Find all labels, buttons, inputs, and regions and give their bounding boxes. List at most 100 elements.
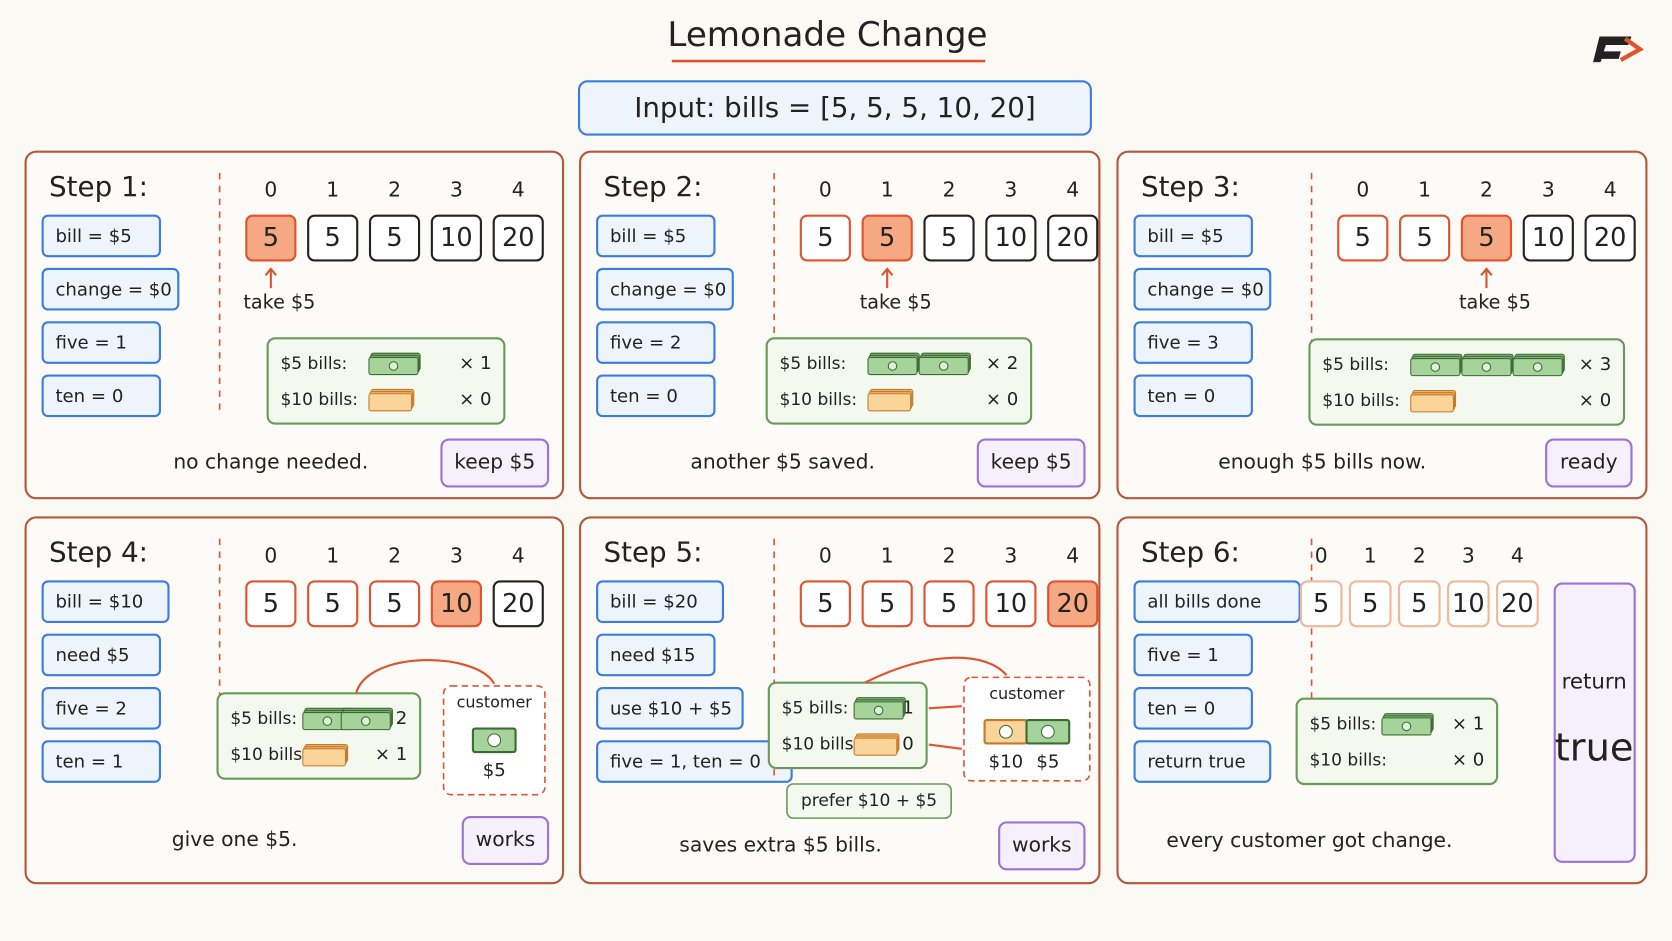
variable-text: bill = $20 <box>610 592 698 613</box>
ten-bill-icon <box>368 393 413 412</box>
customer-bill: $5 <box>1036 752 1059 773</box>
variable-box <box>41 321 162 364</box>
variable-box <box>1133 374 1253 418</box>
index-label: 3 <box>450 178 463 202</box>
pointer-text: take $5 <box>860 291 932 314</box>
variable-box <box>41 686 162 730</box>
customer-bill: $5 <box>483 760 506 781</box>
five-bill-seal <box>938 361 949 371</box>
title: Lemonade Change <box>667 15 987 55</box>
index-label: 2 <box>388 543 401 567</box>
ten-bill-icon <box>867 393 912 412</box>
five-bill-seal <box>322 716 333 726</box>
prefer-box <box>786 783 952 819</box>
variable-text: change = $0 <box>55 279 171 300</box>
counts-box <box>767 681 928 770</box>
bill-seal <box>1040 724 1055 739</box>
index-label: 4 <box>1604 178 1617 202</box>
status-badge <box>461 815 550 866</box>
variable-box <box>596 214 716 258</box>
array-value: 5 <box>941 223 957 253</box>
step-note: give one $5. <box>172 827 298 851</box>
variable-text: ten = 1 <box>55 752 123 773</box>
result-value: true <box>1555 725 1634 770</box>
index-label: 3 <box>450 543 463 567</box>
customer-label: customer <box>989 684 1065 703</box>
array-cell <box>923 214 975 262</box>
prefer-text: prefer $10 + $5 <box>801 791 937 811</box>
bill-seal <box>998 724 1013 739</box>
index-label: 3 <box>1462 543 1475 567</box>
array-value: 5 <box>263 589 279 619</box>
variable-text: bill = $5 <box>55 226 131 247</box>
array-cell <box>1584 214 1636 262</box>
give-arrow <box>355 659 496 694</box>
array-cell <box>1047 214 1099 262</box>
index-label: 1 <box>881 543 894 567</box>
input-box <box>577 80 1092 136</box>
counts-value: × 0 <box>1452 750 1484 771</box>
status-text: keep $5 <box>991 450 1072 474</box>
array-value: 5 <box>1313 589 1329 619</box>
panels: Step 1: bill = $5 change = $0 five = 1 ten =… <box>24 150 1648 885</box>
array-value: 10 <box>440 223 473 253</box>
array-cell <box>307 580 359 628</box>
variable-text: need $5 <box>55 645 129 666</box>
array-value: 5 <box>263 223 279 253</box>
array-value: 20 <box>1056 223 1089 253</box>
variable-text: change = $0 <box>1147 279 1263 300</box>
give-arrow <box>864 656 1008 684</box>
status-badge <box>1545 438 1633 488</box>
array-value: 10 <box>995 589 1028 619</box>
variable-text: ten = 0 <box>55 386 123 407</box>
counts-label: $10 bills: <box>280 390 358 410</box>
step-note: no change needed. <box>173 450 368 474</box>
variable-text: five = 1 <box>55 333 126 354</box>
index-label: 4 <box>512 178 525 202</box>
array-value: 5 <box>941 589 957 619</box>
pointer-arrow <box>1480 267 1493 289</box>
variable-box <box>1133 686 1253 730</box>
variable-text: bill = $5 <box>610 226 686 247</box>
counts-label: $10 bills: <box>230 745 308 765</box>
array-value: 5 <box>879 589 895 619</box>
counts-value: × 2 <box>986 353 1018 374</box>
step-title: Step 2: <box>604 170 703 203</box>
array-cell <box>1337 214 1389 262</box>
customer-bill: $10 <box>989 752 1024 773</box>
counts-label: $5 bills: <box>779 354 846 374</box>
variable-box <box>41 374 162 418</box>
array-value: 5 <box>386 589 402 619</box>
array-value: 5 <box>817 223 833 253</box>
status-text: works <box>476 827 536 851</box>
variable-box <box>41 740 162 783</box>
pointer-arrow <box>264 267 277 289</box>
logo-accent <box>1619 36 1644 62</box>
counts-value: × 0 <box>986 389 1018 410</box>
variable-text: ten = 0 <box>610 386 678 407</box>
variable-box <box>1133 214 1253 258</box>
array-cell <box>1399 214 1451 262</box>
counts-value: × 1 <box>375 744 407 765</box>
variable-box <box>1133 633 1253 677</box>
five-bill-seal <box>1532 362 1543 372</box>
ten-bill-icon <box>853 737 898 756</box>
array-value: 5 <box>325 223 341 253</box>
variable-box <box>596 267 734 311</box>
result-label: return <box>1562 670 1627 695</box>
counts-label: $10 bills: <box>1322 391 1400 411</box>
variable-box <box>596 686 744 730</box>
status-badge <box>998 821 1086 871</box>
step-note: every customer got change. <box>1166 828 1452 852</box>
five-bill-seal <box>873 705 884 716</box>
index-label: 4 <box>512 543 525 567</box>
step-note: another $5 saved. <box>690 450 875 474</box>
bill-seal <box>487 733 502 748</box>
index-label: 1 <box>1418 178 1431 202</box>
array-cell <box>245 580 297 628</box>
pointer-text: take $5 <box>1459 291 1531 314</box>
variable-box <box>596 633 716 677</box>
array-value: 5 <box>1411 589 1427 619</box>
counts-box <box>266 337 506 425</box>
